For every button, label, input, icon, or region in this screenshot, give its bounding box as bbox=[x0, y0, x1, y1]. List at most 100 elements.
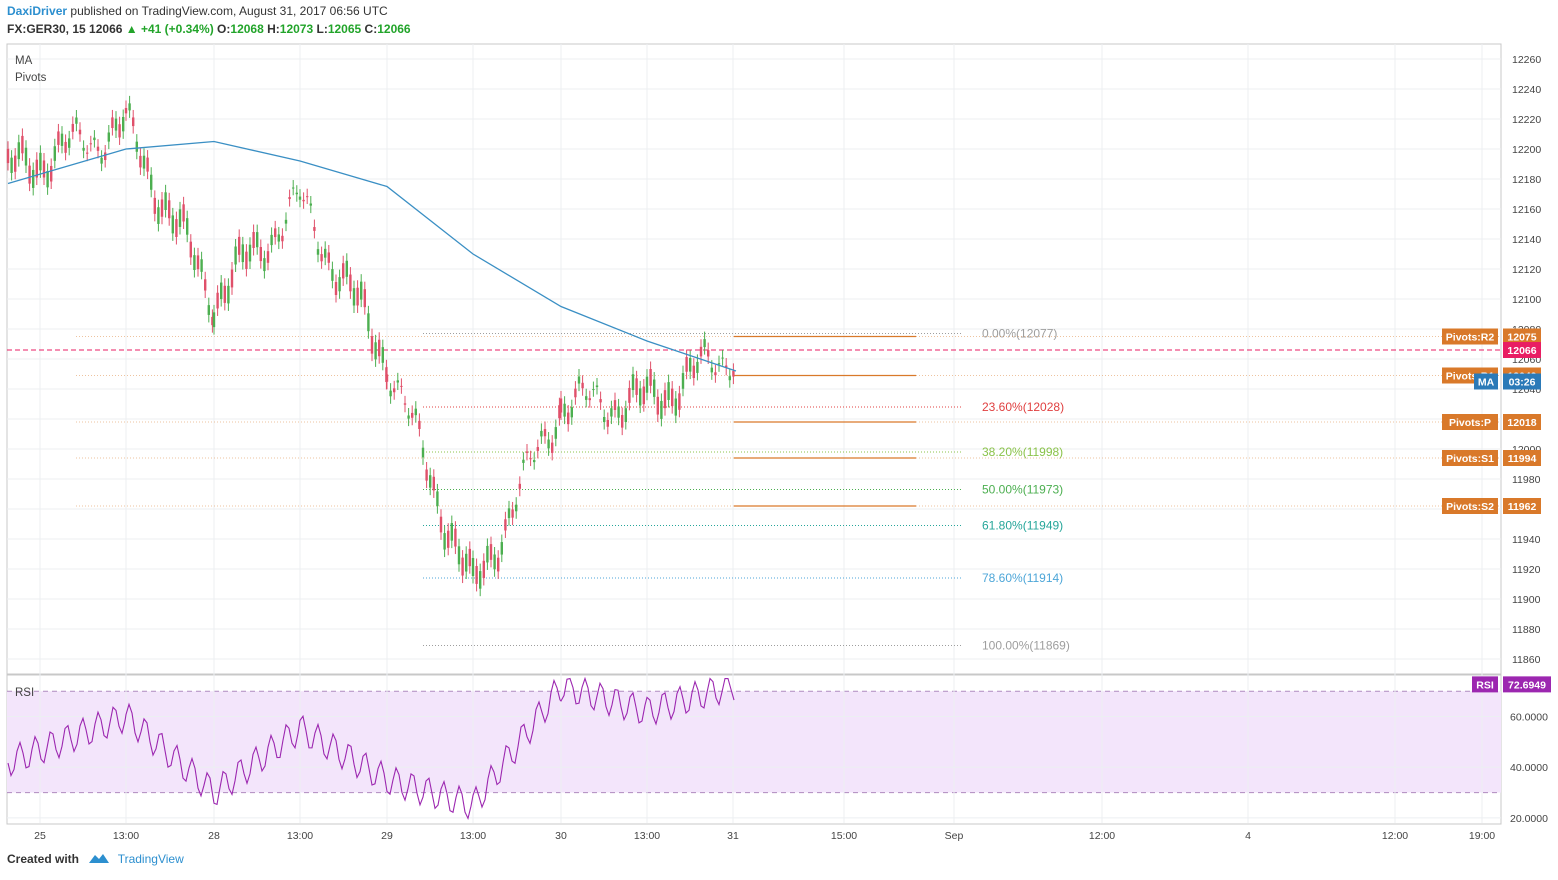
candle-body bbox=[68, 138, 71, 148]
y-tick-label: 12180 bbox=[1512, 174, 1541, 186]
candle-body bbox=[425, 469, 428, 481]
candle-body bbox=[707, 350, 710, 357]
candle-body bbox=[360, 281, 363, 300]
candle-body bbox=[193, 255, 196, 270]
candle-body bbox=[71, 123, 74, 132]
candle-body bbox=[186, 218, 189, 235]
candle-body bbox=[28, 165, 31, 184]
candle-body bbox=[89, 143, 92, 145]
price-chart[interactable]: 1186011880119001192011940119601198012000… bbox=[0, 0, 1558, 852]
pivots-indicator-label[interactable]: Pivots bbox=[15, 72, 47, 84]
fib-level-label: 78.60%(11914) bbox=[982, 571, 1063, 585]
candle-body bbox=[599, 399, 602, 403]
tradingview-logo-icon bbox=[82, 852, 113, 866]
candle-body bbox=[263, 258, 266, 272]
candle-body bbox=[207, 305, 210, 315]
candle-body bbox=[533, 460, 536, 463]
y-axis: 1186011880119001192011940119601198012000… bbox=[1510, 54, 1548, 825]
candle-body bbox=[703, 339, 706, 348]
close-label: C: bbox=[364, 22, 378, 36]
y-tick-label: 11940 bbox=[1512, 534, 1541, 546]
ma-tag-label-bg bbox=[1474, 373, 1498, 390]
candle-body bbox=[418, 420, 421, 429]
candle-body bbox=[685, 357, 688, 372]
candle-body bbox=[468, 548, 471, 567]
candle-body bbox=[182, 204, 185, 222]
x-tick-label: 19:00 bbox=[1469, 830, 1495, 842]
candle-body bbox=[429, 475, 432, 488]
y-tick-label: 12200 bbox=[1512, 144, 1541, 156]
y-tick-label: 11980 bbox=[1512, 474, 1541, 486]
last-price: 12066 bbox=[89, 22, 123, 36]
rsi-indicator-label[interactable]: RSI bbox=[15, 687, 34, 699]
x-tick-label: 13:00 bbox=[113, 830, 139, 842]
low-label: L: bbox=[316, 22, 328, 36]
candle-body bbox=[107, 132, 110, 142]
candle-body bbox=[168, 200, 171, 219]
fib-level-label: 50.00%(11973) bbox=[982, 483, 1063, 497]
candle-body bbox=[216, 292, 219, 309]
fib-level-label: 38.20%(11998) bbox=[982, 445, 1063, 459]
candle-body bbox=[118, 124, 121, 138]
pivot-tag-value-bg bbox=[1503, 498, 1541, 514]
created-with-text: Created with bbox=[7, 852, 80, 866]
rsi-tag-label: RSI bbox=[1476, 679, 1494, 691]
rsi-tick-label: 60.0000 bbox=[1510, 712, 1548, 724]
candle-body bbox=[320, 254, 323, 262]
ma-indicator-label[interactable]: MA bbox=[15, 55, 33, 67]
change-label: ▲ +41 (+0.34%) bbox=[125, 22, 214, 36]
candle-body bbox=[588, 398, 591, 401]
candle-body bbox=[681, 373, 685, 389]
pivot-lines bbox=[7, 335, 1501, 507]
candle-body bbox=[393, 388, 396, 393]
fib-level-label: 23.60%(12028) bbox=[982, 400, 1064, 414]
candle-body bbox=[230, 269, 234, 288]
candle-body bbox=[338, 277, 341, 292]
x-tick-label: 12:00 bbox=[1089, 830, 1115, 842]
pivot-tag-label-bg bbox=[1442, 450, 1498, 466]
candle-body bbox=[122, 116, 125, 132]
y-tick-label: 11880 bbox=[1512, 624, 1541, 636]
candle-body bbox=[128, 103, 131, 111]
last-price-tag: 12066 bbox=[1507, 345, 1536, 357]
candle-body bbox=[489, 544, 493, 560]
candle-body bbox=[292, 187, 295, 189]
author-link[interactable]: DaxiDriver bbox=[7, 4, 68, 18]
low-value: 12065 bbox=[327, 22, 362, 36]
candle-body bbox=[447, 530, 450, 548]
candle-body bbox=[525, 451, 529, 453]
y-tick-label: 12240 bbox=[1512, 84, 1541, 96]
candle-body bbox=[551, 442, 554, 453]
candle-body bbox=[606, 419, 609, 427]
fibonacci-retracement[interactable]: 0.00%(12077) 23.60%(12028) 38.20%(11998) 50… bbox=[423, 327, 1070, 653]
candle-body bbox=[403, 403, 407, 405]
tradingview-link[interactable]: TradingView bbox=[117, 852, 184, 866]
candle-body bbox=[663, 390, 667, 409]
candle-body bbox=[563, 403, 566, 417]
candle-body bbox=[696, 361, 699, 373]
candle-body bbox=[277, 234, 280, 242]
candle-body bbox=[306, 196, 309, 198]
candle-body bbox=[234, 246, 237, 265]
pivot-tag-value: 11994 bbox=[1508, 453, 1537, 465]
candle-body bbox=[631, 374, 635, 391]
candle-body bbox=[42, 160, 46, 178]
symbol-label[interactable]: FX:GER30, 15 bbox=[7, 22, 86, 36]
candle-body bbox=[432, 476, 435, 491]
candle-body bbox=[639, 388, 642, 406]
chart-header: DaxiDriver published on TradingView.com,… bbox=[0, 0, 1558, 42]
open-label: O: bbox=[217, 22, 231, 36]
candle-body bbox=[50, 165, 53, 182]
candle-body bbox=[32, 169, 35, 188]
candle-body bbox=[160, 199, 164, 217]
candle-body bbox=[295, 192, 298, 195]
candle-body bbox=[64, 141, 67, 153]
candle-body bbox=[146, 157, 149, 172]
x-tick-label: 13:00 bbox=[634, 830, 660, 842]
candle-body bbox=[75, 117, 78, 124]
candle-body bbox=[345, 260, 348, 277]
x-tick-label: 25 bbox=[34, 830, 46, 842]
publish-line: DaxiDriver published on TradingView.com,… bbox=[7, 4, 388, 18]
candle-body bbox=[660, 400, 663, 419]
candle-body bbox=[378, 339, 381, 357]
